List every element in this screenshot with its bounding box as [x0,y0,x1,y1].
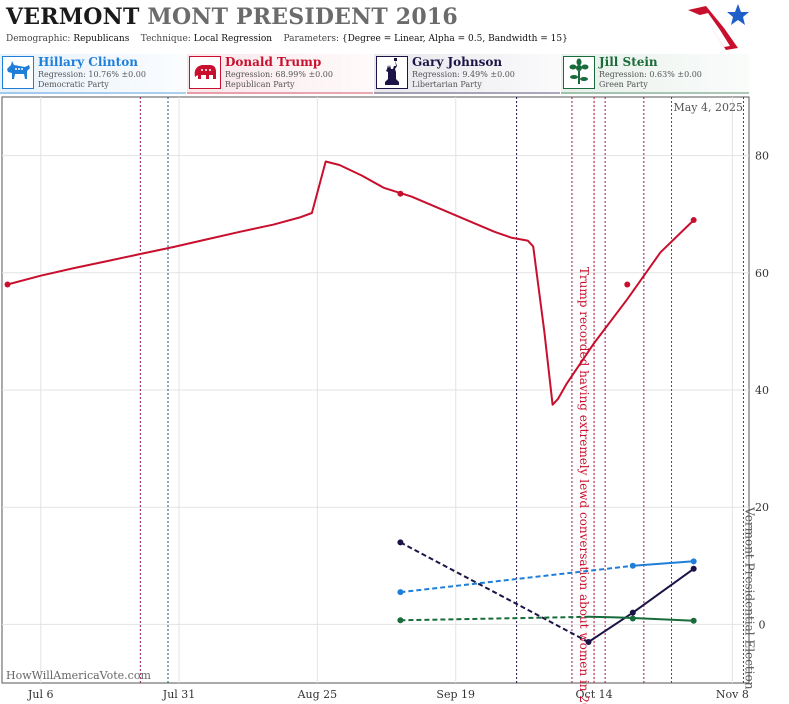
data-point-gary-johnson [629,609,636,616]
candidate-name: Gary Johnson [412,55,503,69]
y-tick-label: 60 [755,267,769,280]
annotation-text: Vermont Presidential Election [742,506,756,690]
data-point-donald-trump [4,281,11,288]
annotation-text: Trump recorded having extremely lewd con… [577,267,591,704]
parameters-line: Demographic: Republicans Technique: Loca… [6,34,568,44]
data-point-gary-johnson [690,565,697,572]
legend-jill-stein: Jill Stein Regression: 0.63% ±0.00 Green… [561,54,749,94]
site-logo [688,4,749,50]
data-point-donald-trump [624,281,631,288]
y-tick-label: 0 [759,618,766,631]
x-tick-label: Nov 8 [716,688,749,701]
candidate-regression: Regression: 9.49% ±0.00 [412,70,515,79]
data-point-hillary-clinton [690,558,697,565]
data-point-gary-johnson [585,638,592,645]
demographic-label: Demographic: [6,34,71,44]
legend-donald-trump: Donald Trump Regression: 68.99% ±0.00 Re… [187,54,373,94]
x-tick-label: Sep 19 [436,688,475,701]
y-tick-label: 20 [755,501,769,514]
data-point-hillary-clinton [629,562,636,569]
candidate-party: Libertarian Party [412,80,482,89]
parameters-value: {Degree = Linear, Alpha = 0.5, Bandwidth… [341,34,568,44]
data-point-hillary-clinton [397,589,404,596]
data-point-donald-trump [397,190,404,197]
candidate-regression: Regression: 0.63% ±0.00 [599,70,702,79]
donkey-icon [2,56,34,89]
chart-title: VERMONT MONT PRESIDENT 2016 [6,4,458,30]
x-tick-label: Jul 31 [162,688,196,701]
technique-label: Technique: [140,34,191,44]
flower-icon [563,56,595,89]
series-dashed-hillary-clinton [400,564,633,594]
series-dashed-gary-johnson [399,541,589,643]
watermark: HowWillAmericaVote.com [6,669,151,682]
elephant-icon [189,56,221,89]
technique-value: Local Regression [193,34,273,44]
demographic-value: Republicans [73,34,130,44]
candidate-party: Green Party [599,80,648,89]
candidate-regression: Regression: 68.99% ±0.00 [225,70,333,79]
parameters-label: Parameters: [283,34,339,44]
title-rest: MONT PRESIDENT 2016 [147,4,458,30]
series-line-donald-trump [7,160,695,406]
x-tick-label: Jul 6 [27,688,54,701]
candidate-name: Jill Stein [599,55,658,69]
x-tick-label: Aug 25 [297,688,338,701]
candidate-name: Hillary Clinton [38,55,138,69]
data-point-jill-stein [629,615,636,622]
candidate-regression: Regression: 10.76% ±0.00 [38,70,146,79]
title-state: VERMONT [6,4,140,30]
legend-gary-johnson: Gary Johnson Regression: 9.49% ±0.00 Lib… [374,54,560,94]
legend-hillary-clinton: Hillary Clinton Regression: 10.76% ±0.00… [0,54,186,94]
data-point-jill-stein [397,617,404,624]
date-label: May 4, 2025 [673,101,743,114]
y-tick-label: 40 [755,384,769,397]
candidate-party: Democratic Party [38,80,109,89]
data-point-gary-johnson [397,539,404,546]
x-tick-label: Oct 14 [576,688,613,701]
y-tick-label: 80 [755,150,769,163]
series-dashed-jill-stein [400,615,589,622]
statue-of-liberty-icon [376,56,408,89]
candidate-party: Republican Party [225,80,295,89]
series-line-hillary-clinton [632,560,694,567]
candidate-name: Donald Trump [225,55,322,69]
data-point-donald-trump [690,217,697,224]
data-point-jill-stein [690,617,697,624]
